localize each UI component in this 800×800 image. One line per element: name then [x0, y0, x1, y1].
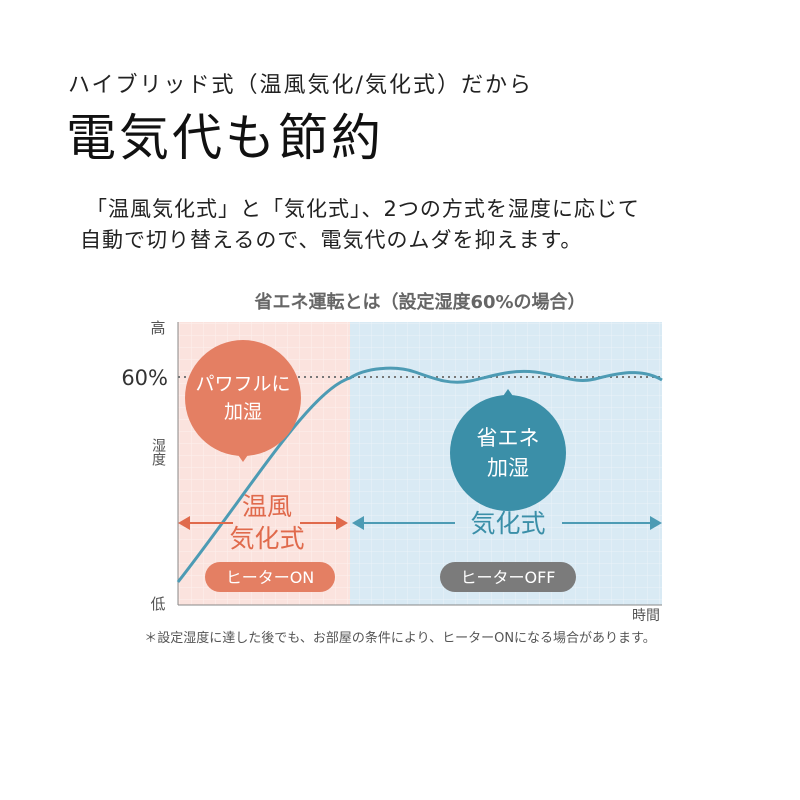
- bubble-pointer: [501, 389, 515, 399]
- title: 電気代も節約: [66, 109, 384, 167]
- bubble-text: 加湿: [487, 456, 529, 480]
- y-target: 60%: [121, 366, 168, 390]
- y-low: 低: [150, 595, 165, 613]
- heater-off-arrow: [352, 516, 662, 530]
- subtitle: ハイブリッド式（温風気化/気化式）だから: [68, 73, 533, 98]
- bubble-pointer: [236, 452, 250, 462]
- y-label: 湿度: [150, 438, 166, 466]
- state-pill: [205, 562, 335, 592]
- x-label: 時間: [632, 608, 660, 624]
- bubble-powerful: [185, 340, 301, 456]
- bubble-text: 省エネ: [477, 426, 540, 450]
- state-label: ヒーターOFF: [460, 568, 555, 587]
- body-line: 「温風気化式」と「気化式」、2つの方式を湿度に応じて: [86, 197, 640, 221]
- mode-label: 温風: [242, 492, 292, 521]
- bubble-text: 加湿: [224, 401, 262, 423]
- bubble-text: パワフルに: [195, 373, 290, 395]
- footnote: ＊設定湿度に達した後でも、お部屋の条件により、ヒーターONになる場合があります。: [144, 630, 656, 646]
- state-pill: [440, 562, 576, 592]
- mode-label: 気化式: [470, 509, 545, 538]
- state-label: ヒーターON: [226, 568, 315, 587]
- heater-on-arrow: [178, 516, 348, 530]
- bubble-eco: [450, 395, 566, 511]
- diagram-title: 省エネ運転とは（設定湿度60%の場合）: [253, 291, 585, 313]
- mode-label: 気化式: [229, 524, 304, 553]
- body-line: 自動で切り替えるので、電気代のムダを抑えます。: [80, 228, 582, 252]
- y-high: 高: [150, 319, 165, 337]
- humidity-curve: [176, 366, 663, 583]
